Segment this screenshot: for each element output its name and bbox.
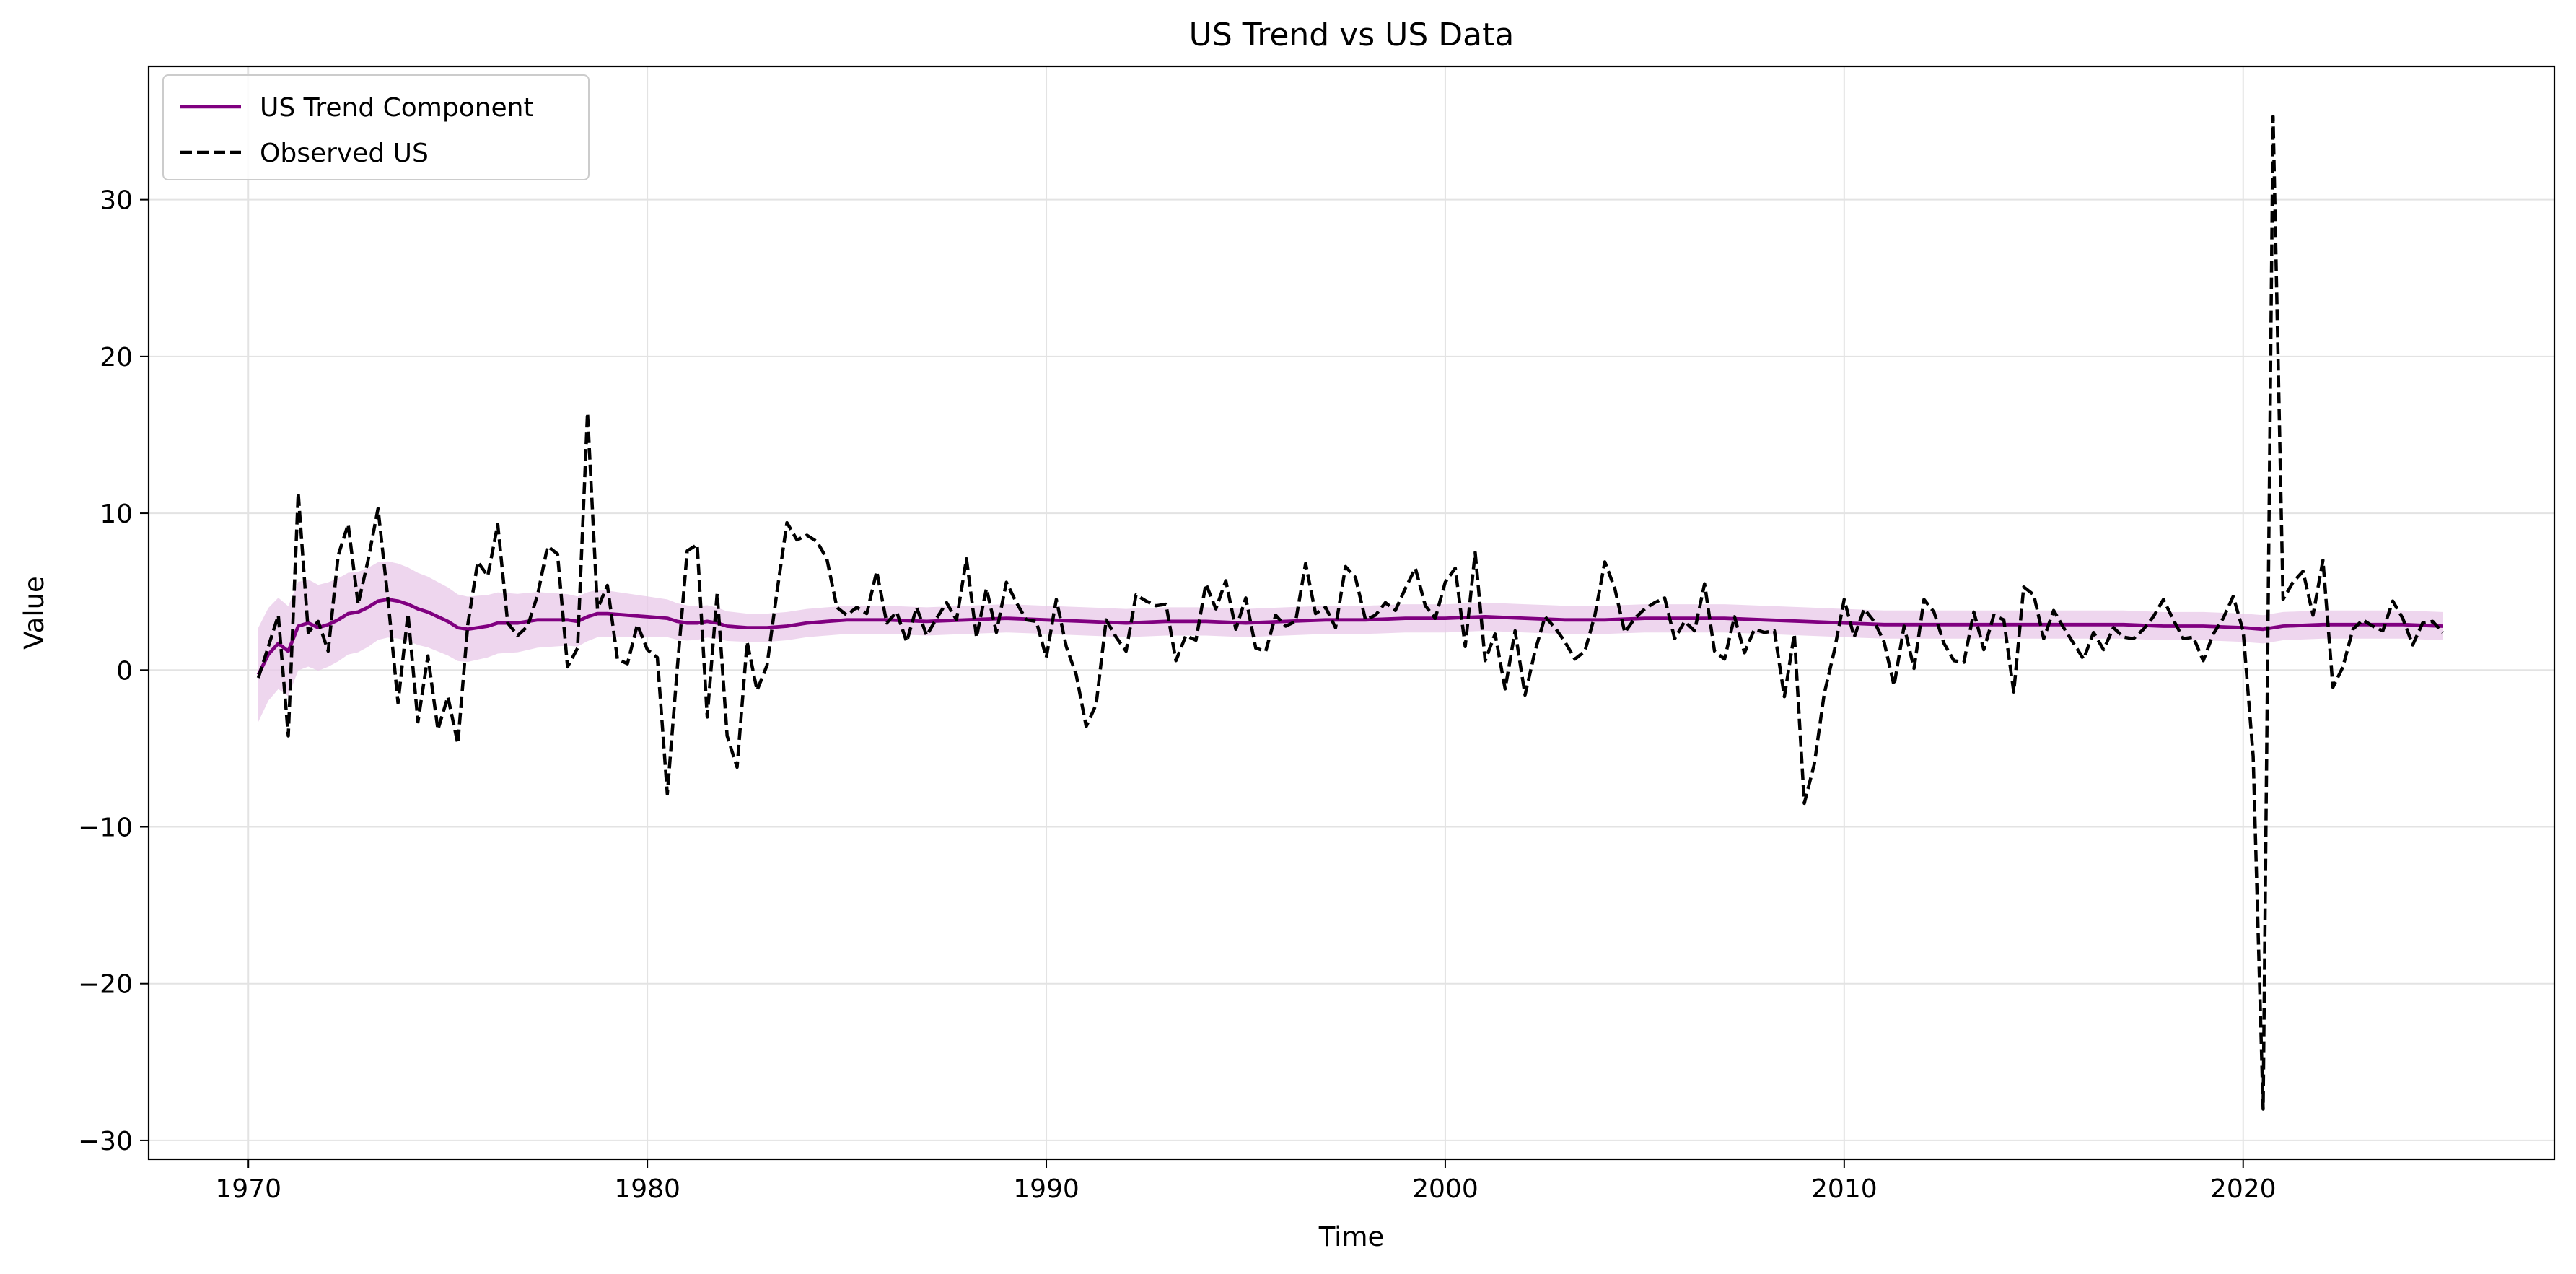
legend-label-observed: Observed US — [260, 139, 429, 168]
y-tick-label: 10 — [100, 499, 133, 529]
series-layer — [256, 115, 2444, 1111]
ticks: 1970 1980 1990 2000 2010 2020 −30 −20 −10 0 10 20 30 — [78, 186, 2277, 1204]
y-axis-label: Value — [19, 576, 50, 650]
y-tick-label: −10 — [78, 813, 133, 843]
y-tick-label: 30 — [100, 186, 133, 216]
observed-us-line — [256, 115, 2444, 1111]
us-trend-component-line — [256, 598, 2443, 676]
y-tick-label: 20 — [100, 343, 133, 372]
legend-box — [162, 74, 590, 180]
x-tick-label: 2000 — [1412, 1174, 1478, 1204]
plot-frame — [147, 65, 2556, 1161]
legend-label-trend: US Trend Component — [260, 93, 534, 123]
y-tick-label: −30 — [78, 1127, 133, 1156]
x-tick-label: 1990 — [1013, 1174, 1079, 1204]
x-tick-label: 2010 — [1811, 1174, 1878, 1204]
x-tick-label: 1980 — [614, 1174, 680, 1204]
chart-title: US Trend vs US Data — [1189, 17, 1515, 53]
x-tick-label: 1970 — [215, 1174, 281, 1204]
y-tick-label: −20 — [78, 970, 133, 1000]
x-axis-label: Time — [1318, 1221, 1385, 1252]
x-tick-label: 2020 — [2210, 1174, 2277, 1204]
y-tick-label: 0 — [116, 656, 133, 686]
legend: US Trend Component Observed US — [162, 74, 590, 180]
